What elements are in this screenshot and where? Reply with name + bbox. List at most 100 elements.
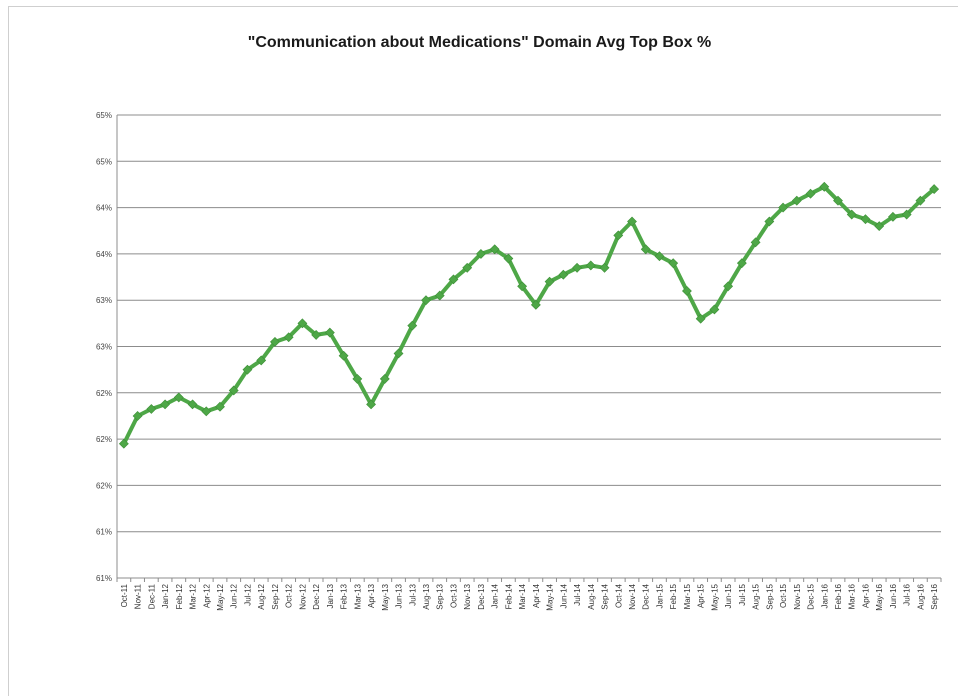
data-point <box>256 355 267 366</box>
x-tick-label: Sep-14 <box>601 583 610 609</box>
x-tick-label: Jun-13 <box>395 583 404 608</box>
x-tick-label: Feb-16 <box>834 583 843 609</box>
y-axis-ticks: 61% 61% 62% 62% 62% 63% 63% 64% 64% 65% 65% <box>96 111 112 583</box>
x-tick-label: Apr-15 <box>697 583 706 608</box>
data-point <box>888 211 898 222</box>
x-tick-label: Apr-13 <box>367 583 376 608</box>
x-tick-label: Jul-13 <box>408 583 417 605</box>
x-tick-label: Aug-16 <box>916 583 925 609</box>
data-point <box>242 364 253 375</box>
x-tick-label: Aug-14 <box>587 583 596 609</box>
data-point <box>366 399 376 410</box>
data-point <box>668 258 679 269</box>
x-tick-label: Feb-12 <box>175 583 184 609</box>
data-point <box>118 438 129 449</box>
x-tick-label: Jan-12 <box>161 583 170 608</box>
data-point <box>695 313 706 324</box>
data-point <box>201 406 212 417</box>
data-point <box>544 276 555 287</box>
x-tick-label: Oct-13 <box>449 583 458 608</box>
data-point <box>778 202 788 213</box>
x-tick-label: Apr-14 <box>532 583 541 608</box>
data-point <box>764 216 775 227</box>
data-point <box>723 281 734 292</box>
x-tick-label: Sep-13 <box>436 583 445 609</box>
x-tick-label: Dec-14 <box>642 583 651 609</box>
data-point <box>270 336 280 347</box>
y-tick-label: 65% <box>96 111 112 120</box>
data-point <box>324 327 335 338</box>
data-point <box>476 248 486 259</box>
data-point <box>874 221 885 232</box>
data-point <box>187 399 198 410</box>
x-tick-label: Dec-12 <box>312 583 321 609</box>
data-point <box>819 181 830 192</box>
data-point <box>846 209 857 220</box>
x-tick-label: Nov-14 <box>628 583 637 609</box>
data-point <box>297 318 308 329</box>
x-tick-label: Sep-15 <box>765 583 774 609</box>
data-point <box>160 399 170 410</box>
data-point <box>530 299 541 310</box>
data-point <box>448 274 459 285</box>
data-point <box>929 184 940 195</box>
x-axis-ticks: Oct-11 Nov-11 Dec-11 Jan-12 Feb-12 Mar-12 Apr-… <box>116 578 942 611</box>
x-tick-label: May-16 <box>875 583 884 610</box>
data-point <box>805 188 816 199</box>
x-tick-label: Nov-13 <box>463 583 472 609</box>
y-tick-label: 64% <box>96 204 112 213</box>
data-point <box>434 290 445 301</box>
x-tick-label: Jul-15 <box>738 583 747 605</box>
y-tick-label: 63% <box>96 343 112 352</box>
x-tick-label: Aug-15 <box>752 583 761 609</box>
y-tick-label: 62% <box>96 481 112 490</box>
y-tick-label: 62% <box>96 389 112 398</box>
x-tick-label: Oct-11 <box>120 583 129 607</box>
x-tick-label: Jun-16 <box>889 583 898 608</box>
x-tick-label: Feb-15 <box>669 583 678 609</box>
data-point <box>311 330 322 340</box>
x-tick-label: May-15 <box>710 583 719 610</box>
y-tick-label: 61% <box>96 528 112 537</box>
y-tick-label: 61% <box>96 574 112 583</box>
x-tick-label: Feb-13 <box>340 583 349 609</box>
chart-frame <box>8 6 958 696</box>
x-tick-label: May-13 <box>381 583 390 610</box>
data-point <box>833 195 843 206</box>
x-tick-label: Jun-15 <box>724 583 733 608</box>
x-tick-label: Apr-16 <box>861 583 870 608</box>
x-tick-label: Jul-12 <box>243 583 252 605</box>
x-tick-label: Jan-16 <box>820 583 829 608</box>
x-tick-label: Jun-14 <box>559 583 568 608</box>
data-point <box>585 260 596 271</box>
data-point <box>627 216 637 227</box>
y-tick-label: 65% <box>96 157 112 166</box>
x-tick-label: Mar-15 <box>683 583 692 609</box>
x-tick-label: Jan-14 <box>491 583 500 608</box>
y-tick-label: 62% <box>96 435 112 444</box>
data-point <box>791 195 802 206</box>
chart-title: "Communication about Medications" Domain… <box>247 34 712 51</box>
data-point <box>750 237 761 248</box>
data-point <box>407 320 418 331</box>
data-point <box>462 262 473 273</box>
data-point <box>915 195 926 206</box>
x-tick-label: Dec-13 <box>477 583 486 609</box>
x-tick-label: Jun-12 <box>230 583 239 608</box>
x-tick-label: Jan-13 <box>326 583 335 608</box>
x-tick-label: May-14 <box>546 583 555 610</box>
x-tick-label: Dec-11 <box>147 583 156 609</box>
x-tick-label: Oct-12 <box>285 583 294 608</box>
x-tick-label: Aug-13 <box>422 583 431 609</box>
x-tick-label: Nov-11 <box>134 583 143 609</box>
data-point <box>503 253 514 264</box>
y-tick-label: 64% <box>96 250 112 259</box>
x-tick-label: Jul-16 <box>903 583 912 605</box>
x-tick-label: Oct-14 <box>614 583 623 608</box>
x-tick-label: Feb-14 <box>504 583 513 609</box>
data-point <box>860 214 871 225</box>
x-tick-label: Dec-15 <box>807 583 816 609</box>
data-point <box>283 332 294 343</box>
x-tick-label: Nov-15 <box>793 583 802 609</box>
x-tick-label: Apr-12 <box>202 583 211 608</box>
